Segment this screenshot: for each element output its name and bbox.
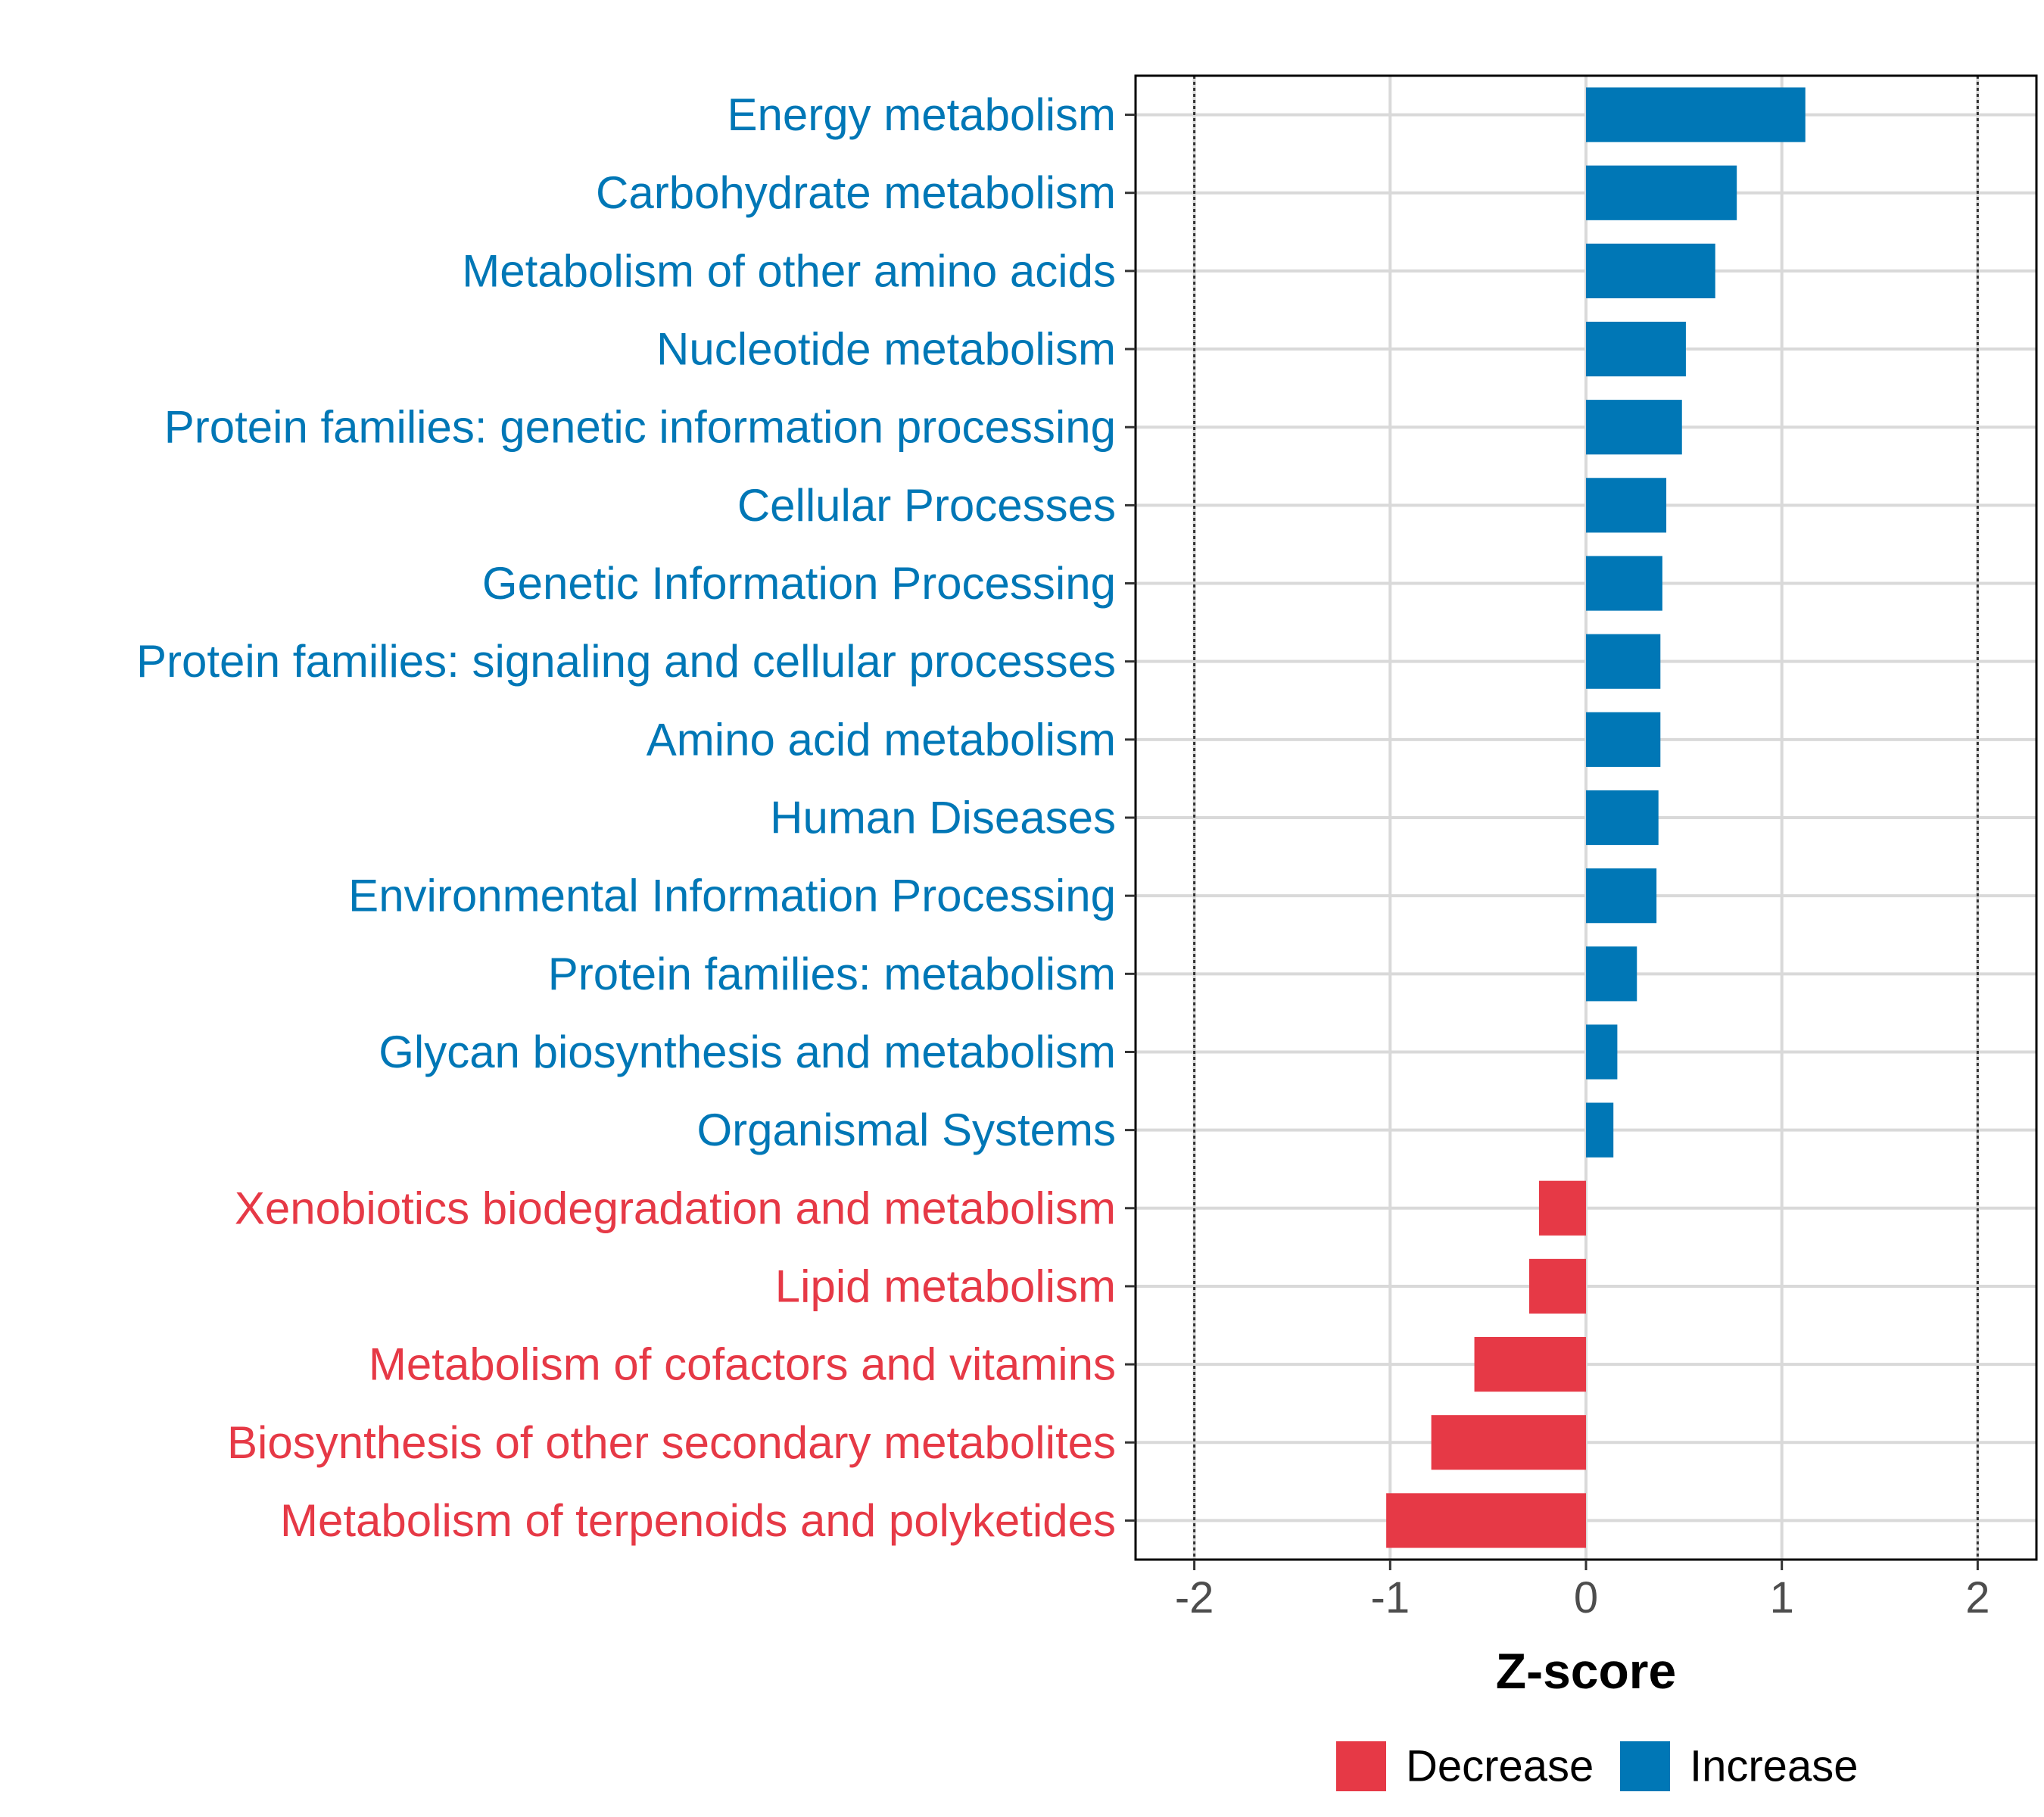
legend: Decrease Increase — [1336, 1741, 1858, 1791]
category-label: Organismal Systems — [697, 1105, 1116, 1155]
bar — [1538, 1180, 1586, 1236]
bar — [1586, 87, 1806, 142]
bar — [1586, 1024, 1618, 1080]
bar-layer — [1386, 87, 1806, 1548]
category-label: Metabolism of terpenoids and polyketides — [280, 1495, 1116, 1546]
category-label: Genetic Information Processing — [482, 558, 1116, 609]
category-label: Protein families: metabolism — [548, 949, 1116, 999]
bar — [1586, 400, 1682, 455]
bar — [1586, 165, 1737, 220]
bar — [1586, 243, 1715, 298]
category-label: Human Diseases — [770, 793, 1116, 843]
category-label: Environmental Information Processing — [348, 871, 1116, 921]
y-axis: Energy metabolism Carbohydrate metabolism… — [136, 89, 1136, 1546]
x-tick-label: -2 — [1175, 1573, 1214, 1622]
bar — [1586, 1102, 1614, 1158]
bar — [1586, 634, 1661, 689]
bar — [1586, 478, 1667, 533]
bar — [1586, 321, 1686, 377]
bar — [1528, 1258, 1586, 1314]
category-label: Glycan biosynthesis and metabolism — [379, 1027, 1116, 1077]
x-tick-label: 1 — [1770, 1573, 1794, 1622]
category-label: Protein families: genetic information pr… — [164, 402, 1116, 453]
category-label: Xenobiotics biodegradation and metabolis… — [235, 1183, 1116, 1233]
legend-swatch — [1336, 1741, 1386, 1791]
x-tick-label: -1 — [1371, 1573, 1410, 1622]
bar — [1431, 1415, 1586, 1470]
bar — [1386, 1493, 1586, 1548]
category-label: Nucleotide metabolism — [656, 324, 1116, 375]
legend-swatch — [1620, 1741, 1670, 1791]
category-label: Metabolism of other amino acids — [462, 245, 1116, 296]
bar — [1586, 868, 1657, 924]
x-tick-label: 0 — [1574, 1573, 1598, 1622]
category-label: Biosynthesis of other secondary metaboli… — [227, 1417, 1116, 1468]
x-axis: -2 -1 0 1 2 — [1175, 1560, 1990, 1622]
reference-lines — [1193, 76, 1979, 1560]
legend-label: Increase — [1690, 1742, 1858, 1791]
bar — [1586, 556, 1662, 611]
category-label: Lipid metabolism — [775, 1261, 1116, 1311]
category-label: Energy metabolism — [727, 89, 1116, 140]
bar — [1586, 712, 1661, 767]
bar — [1586, 946, 1637, 1002]
bar — [1586, 790, 1659, 846]
category-label: Protein families: signaling and cellular… — [136, 636, 1116, 687]
legend-label: Decrease — [1406, 1742, 1594, 1791]
bar — [1474, 1337, 1586, 1392]
category-label: Carbohydrate metabolism — [596, 167, 1116, 218]
category-label: Cellular Processes — [737, 480, 1116, 531]
x-axis-title: Z-score — [1496, 1643, 1676, 1699]
category-label: Amino acid metabolism — [647, 714, 1116, 765]
category-label: Metabolism of cofactors and vitamins — [369, 1339, 1116, 1390]
x-tick-label: 2 — [1965, 1573, 1989, 1622]
